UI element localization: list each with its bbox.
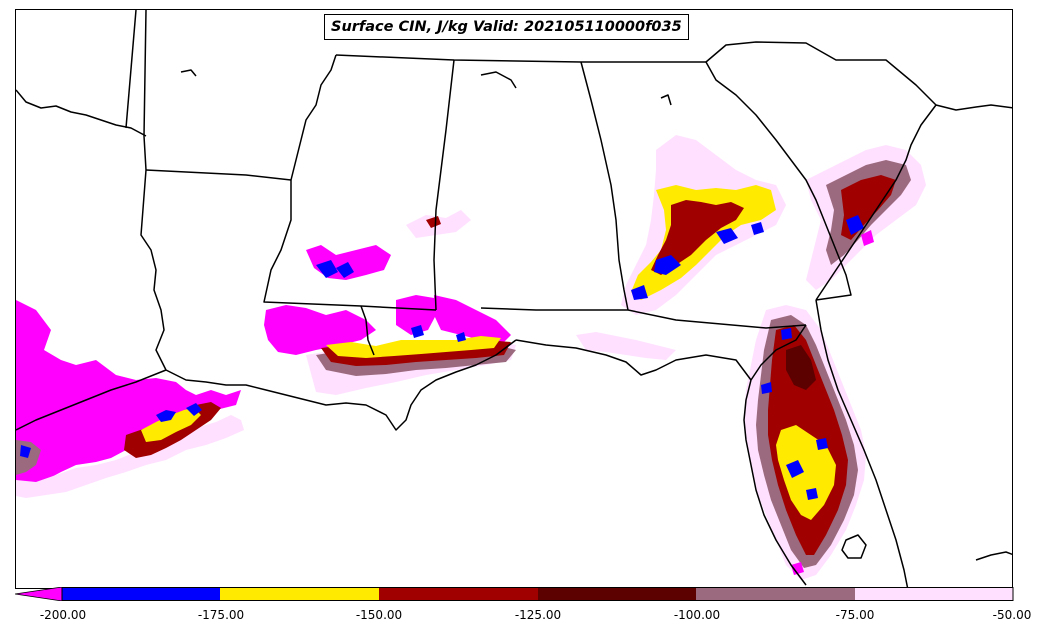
coast-gulf-tx [16, 369, 167, 431]
cin-region-la-coast-yellow [326, 336, 501, 358]
cin-region-la-blue [316, 260, 338, 278]
cin-region-la-coast-blue2 [456, 332, 466, 342]
cin-fills [16, 135, 926, 580]
coast-fl-west [743, 324, 807, 586]
cin-region-sc-magenta [861, 230, 874, 246]
colorbar-segment-6 [855, 587, 1013, 601]
cin-region-fl-blue5 [781, 328, 792, 340]
cin-region-fl-blue2 [816, 438, 828, 450]
colorbar-tick-label-4: -125.00 [514, 608, 562, 622]
cin-region-fl-panhandle-pink [576, 332, 676, 360]
boundary-tn-south [335, 54, 706, 63]
boundary-ar-west [143, 10, 147, 171]
cin-region-texas-blue [156, 410, 176, 422]
colorbar-tick-label-2: -175.00 [197, 608, 245, 622]
colorbar-segment-1 [62, 587, 220, 601]
colorbar-tick-label-6: -75.00 [835, 608, 875, 622]
cin-region-ga-blue3 [751, 222, 764, 235]
boundary-ok-tx [16, 89, 147, 137]
cin-region-la-magenta3 [396, 295, 436, 335]
cin-region-ga-blue2 [716, 228, 738, 244]
cin-region-ms-patch2 [426, 216, 441, 228]
colorbar [15, 587, 1014, 601]
colorbar-outline [61, 587, 1014, 601]
coast-atlantic-north [935, 104, 1012, 111]
boundary-la-west [140, 169, 167, 371]
reservoir-ga [660, 94, 672, 106]
map-title: Surface CIN, J/kg Valid: 202105110000f03… [324, 14, 689, 40]
colorbar-extend-arrow [15, 587, 63, 601]
colorbar-tick-label-1: -200.00 [39, 608, 87, 622]
boundary-ok-north [125, 10, 137, 129]
boundary-fl-al [480, 307, 807, 329]
cin-region-la-blue2 [336, 262, 354, 278]
coast-bahamas-edge [975, 551, 1012, 561]
cin-region-fl-blue3 [806, 488, 818, 500]
cin-region-fl-blue [786, 460, 804, 478]
cin-region-la-coast-blue [411, 325, 424, 338]
cin-region-fl-darkmaroon [786, 345, 816, 390]
boundary-ms-la-line [360, 305, 375, 356]
boundary-ar-east [290, 54, 337, 181]
reservoir-al [480, 71, 517, 89]
cin-region-la-magenta4 [434, 295, 511, 345]
boundary-ga-east [705, 61, 852, 301]
cin-region-texas-yellow [141, 408, 201, 442]
cin-region-ga-maroon [651, 200, 744, 275]
cin-map [16, 10, 1012, 588]
coast-fl-panhandle [515, 339, 752, 381]
cin-region-texas-magenta [16, 300, 241, 488]
lake-okeechobee [841, 534, 867, 559]
boundary-al-east [580, 61, 629, 311]
cin-region-fl-blue4 [761, 382, 772, 394]
colorbar-tick-label-5: -100.00 [673, 608, 721, 622]
coast-sc-ga [815, 104, 937, 301]
boundary-ms-east [433, 59, 455, 311]
cin-region-sc-blue [846, 215, 864, 235]
reservoir-ar [180, 69, 197, 77]
cin-region-texas-blue3 [20, 445, 31, 458]
colorbar-segment-5 [696, 587, 855, 601]
boundaries [16, 10, 1012, 588]
boundary-la-north [263, 180, 437, 311]
boundary-sc-north [705, 41, 937, 106]
colorbar-segment-3 [379, 587, 538, 601]
cin-region-texas-blue2 [186, 403, 202, 416]
colorbar-segment-4 [538, 587, 696, 601]
map-frame [15, 9, 1013, 589]
coast-fl-east [815, 299, 909, 588]
colorbar-segment-2 [220, 587, 379, 601]
boundary-ar-la [145, 169, 292, 181]
coast-gulf-la [165, 339, 517, 431]
cin-region-ga-blue4 [631, 285, 648, 300]
cin-region-fl-magenta [791, 562, 804, 575]
cin-region-ga-blue [654, 255, 681, 275]
colorbar-tick-label-3: -150.00 [355, 608, 403, 622]
colorbar-tick-label-7: -50.00 [992, 608, 1032, 622]
